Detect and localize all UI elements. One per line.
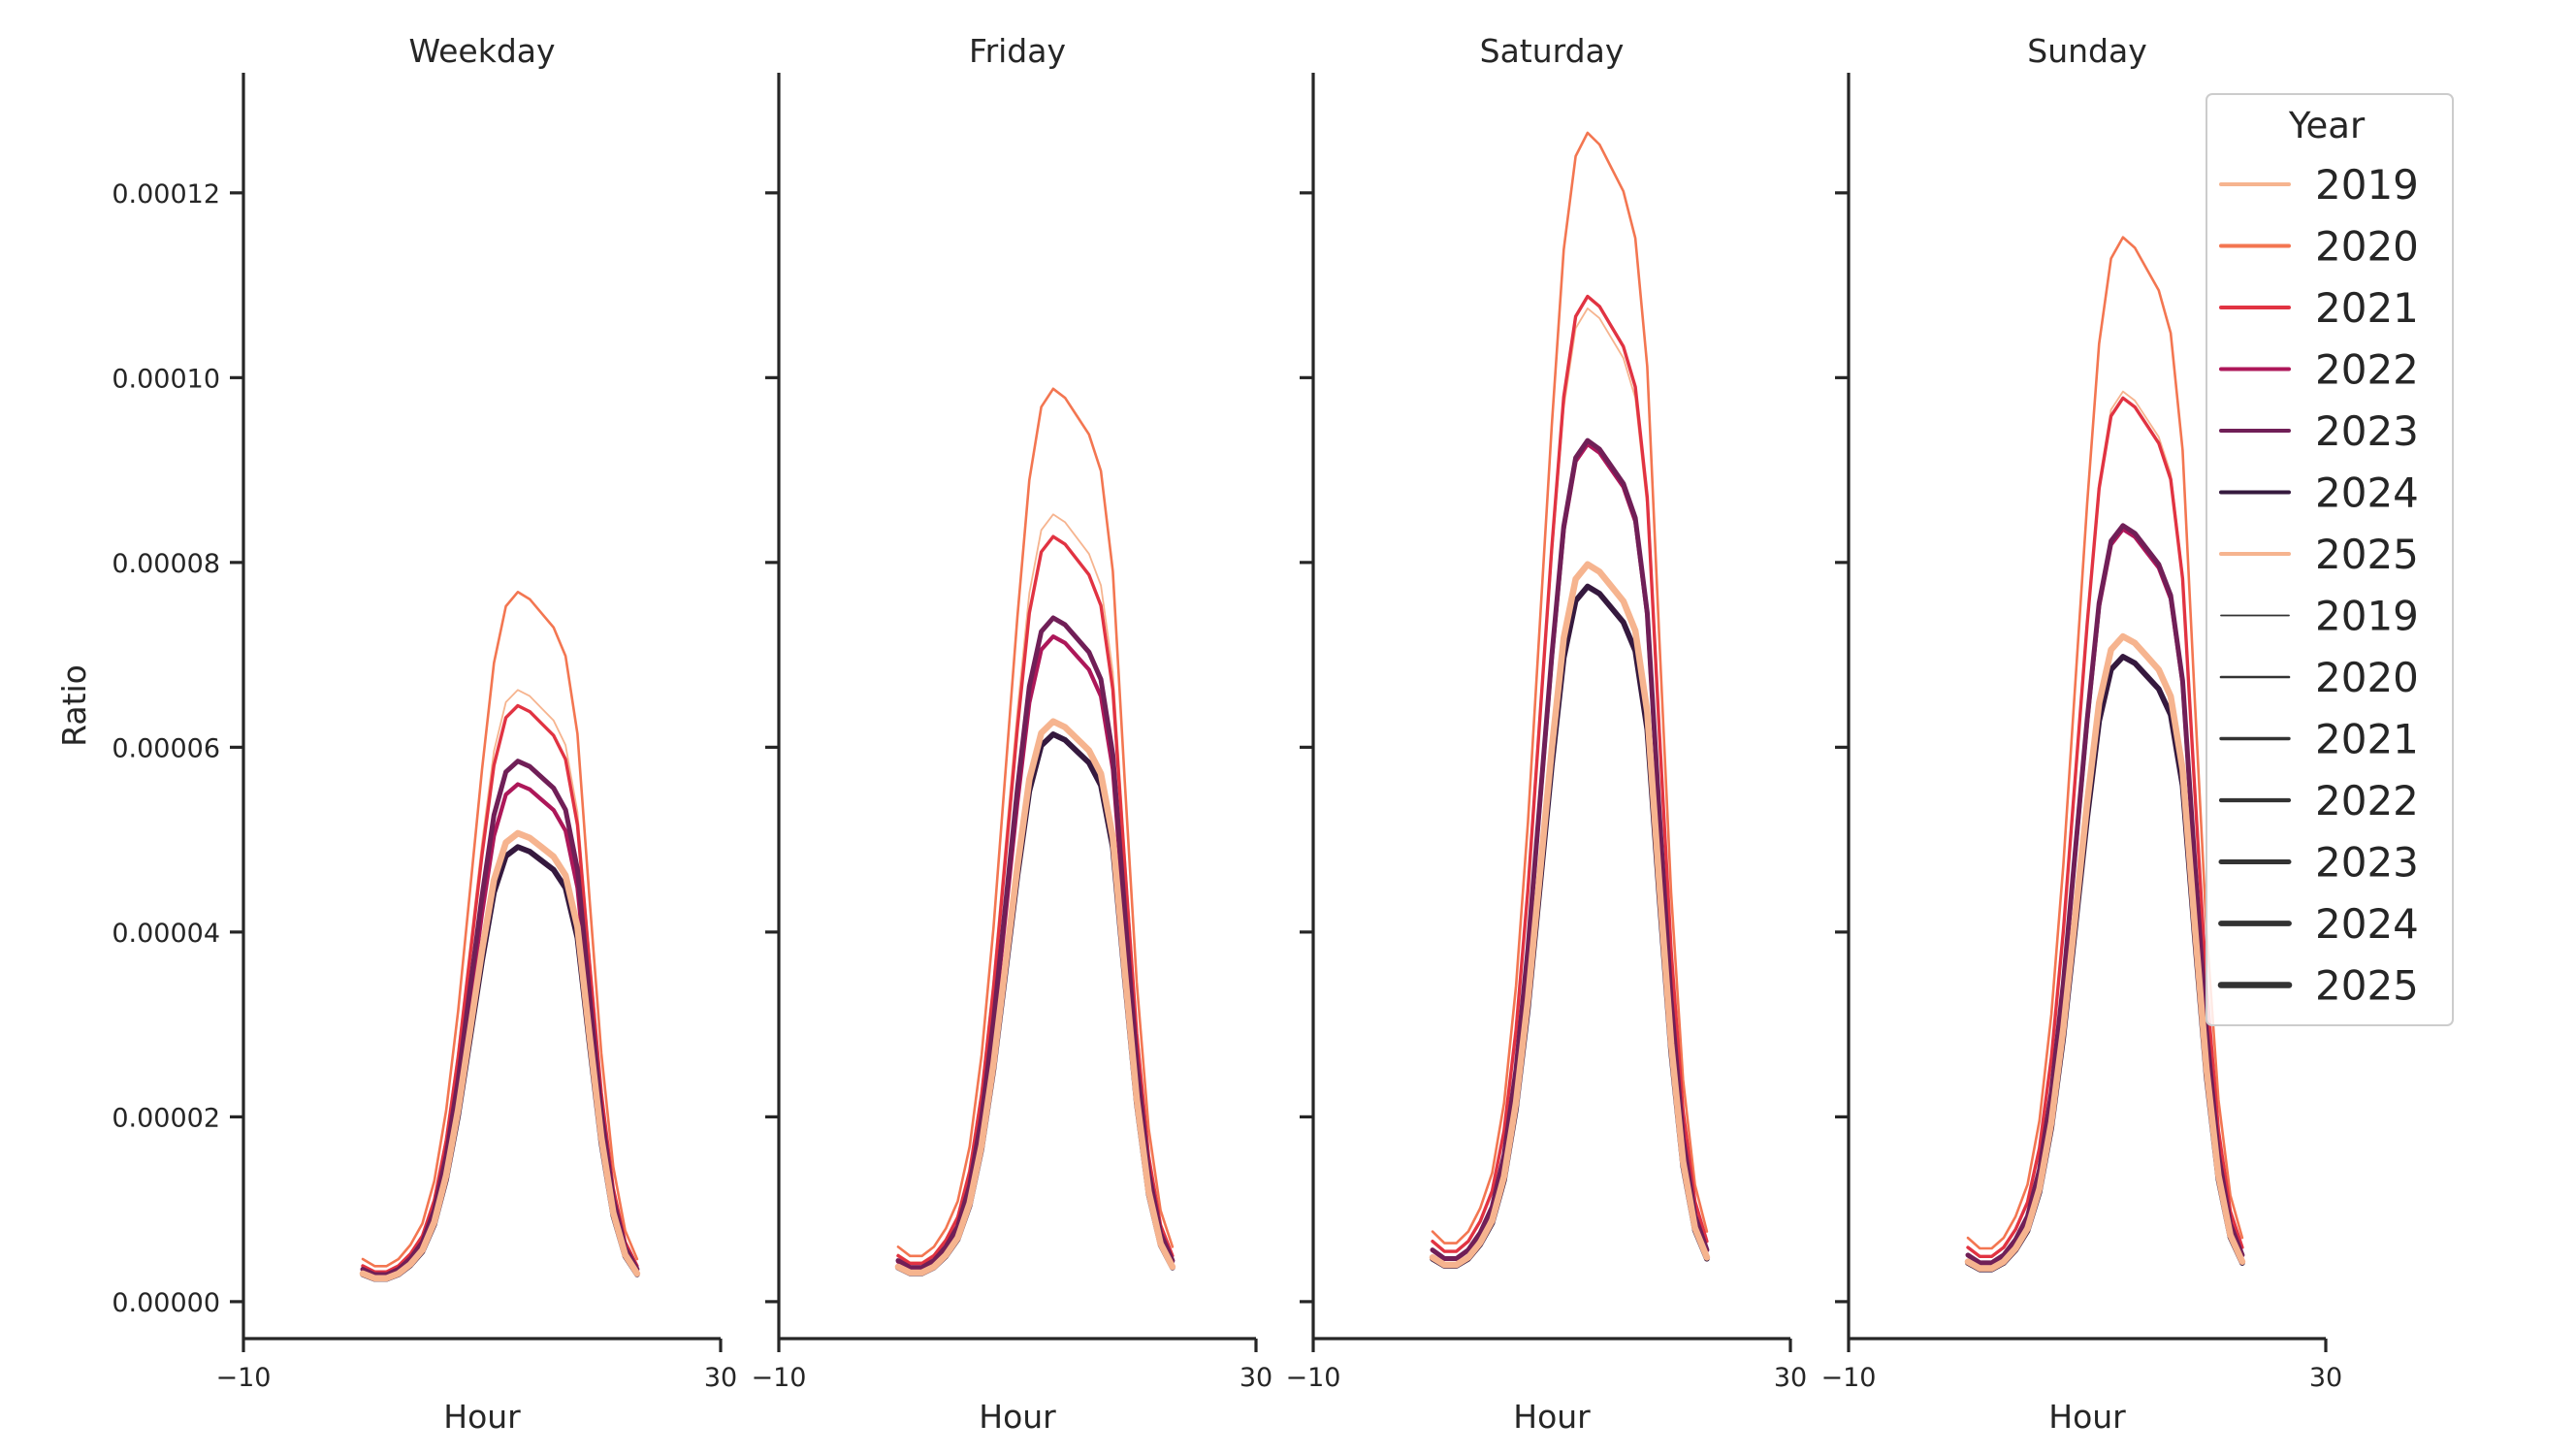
series-line-2020 xyxy=(1431,131,1709,1245)
y-tick-label: 0.00000 xyxy=(112,1288,220,1318)
series-line-2020 xyxy=(361,590,639,1268)
series-line-2025 xyxy=(359,829,641,1282)
panel-title: Weekday xyxy=(408,32,555,70)
series-line-2023 xyxy=(1965,523,2245,1266)
series-line-2021 xyxy=(361,703,639,1274)
series-line-2020 xyxy=(1966,236,2244,1250)
panel-title: Saturday xyxy=(1480,32,1625,70)
y-axis-label: Ratio xyxy=(55,664,93,747)
legend-title: Year xyxy=(2288,105,2366,146)
legend-label: 2022 xyxy=(2315,346,2419,394)
series-line-2023 xyxy=(895,615,1175,1271)
panel-weekday: Weekday 0.00000 0.00002 0.00004 0.00006 0.000… xyxy=(55,32,737,1436)
series-line-2025 xyxy=(894,718,1176,1277)
legend-label: 2025 xyxy=(2315,531,2419,578)
series-line-2021 xyxy=(1966,396,2244,1259)
series-line-2025 xyxy=(1964,632,2246,1272)
x-tick-label: 30 xyxy=(1774,1363,1807,1393)
x-tick-label: −10 xyxy=(752,1363,807,1393)
x-tick-label: −10 xyxy=(1821,1363,1877,1393)
x-tick-label: 30 xyxy=(704,1363,737,1393)
series-line-2021 xyxy=(896,534,1175,1266)
series-lines xyxy=(1429,131,1711,1269)
series-line-2021 xyxy=(1431,294,1709,1253)
x-axis-label: Hour xyxy=(443,1398,521,1436)
x-tick-label: 30 xyxy=(1240,1363,1272,1393)
legend-label: 2019 xyxy=(2315,593,2419,640)
legend-label: 2022 xyxy=(2315,777,2419,824)
y-tick-label: 0.00002 xyxy=(112,1103,220,1133)
legend-label: 2024 xyxy=(2315,900,2419,948)
series-line-2023 xyxy=(360,759,640,1277)
legend-label: 2021 xyxy=(2315,284,2419,332)
y-tick-label: 0.00012 xyxy=(112,179,220,210)
y-tick-label: 0.00008 xyxy=(112,549,220,579)
y-tick-label: 0.00010 xyxy=(112,364,220,394)
legend-label: 2021 xyxy=(2315,716,2419,763)
panel-sunday: Sunday −10 30 Hour xyxy=(1821,32,2343,1436)
x-axis-label: Hour xyxy=(1513,1398,1591,1436)
panel-title: Sunday xyxy=(2027,32,2146,70)
series-line-2020 xyxy=(896,387,1175,1258)
y-tick-label: 0.00006 xyxy=(112,733,220,763)
panel-title: Friday xyxy=(969,32,1066,70)
series-line-2023 xyxy=(1430,437,1710,1261)
legend-label: 2023 xyxy=(2315,839,2419,887)
series-lines xyxy=(1964,236,2246,1273)
legend: Year 2019 2020 2021 2022 2023 2024 2025 2019 2020… xyxy=(2206,93,2454,1026)
legend-label: 2023 xyxy=(2315,407,2419,455)
legend-label: 2024 xyxy=(2315,469,2419,517)
legend-label: 2020 xyxy=(2315,223,2419,271)
series-lines xyxy=(359,590,641,1282)
x-tick-label: 30 xyxy=(2309,1363,2342,1393)
chart-panels: Weekday 0.00000 0.00002 0.00004 0.00006 0.000… xyxy=(55,32,2342,1436)
series-lines xyxy=(894,387,1176,1277)
legend-label: 2019 xyxy=(2315,161,2419,209)
legend-frame xyxy=(2206,93,2454,1026)
y-tick-label: 0.00004 xyxy=(112,919,220,949)
legend-label: 2025 xyxy=(2315,962,2419,1010)
legend-label: 2020 xyxy=(2315,654,2419,701)
x-axis-label: Hour xyxy=(979,1398,1056,1436)
x-axis-label: Hour xyxy=(2048,1398,2126,1436)
panel-friday: Friday −10 30 Hour xyxy=(752,32,1273,1436)
series-line-2025 xyxy=(1429,561,1711,1269)
x-tick-label: −10 xyxy=(216,1363,272,1393)
x-tick-label: −10 xyxy=(1286,1363,1341,1393)
panel-saturday: Saturday −10 30 Hour xyxy=(1286,32,1808,1436)
